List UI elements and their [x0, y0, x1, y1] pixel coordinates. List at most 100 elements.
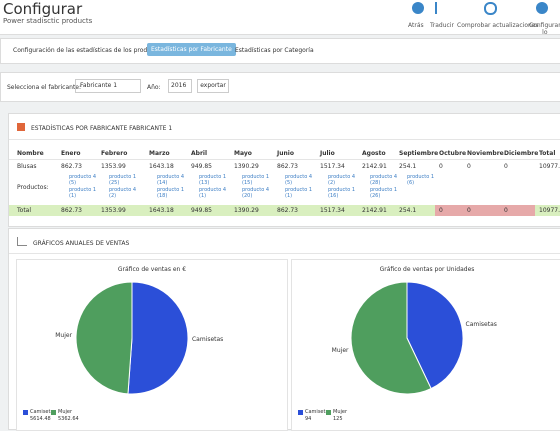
- cell-value: 0: [439, 163, 443, 170]
- tab-bar: Configuración de las estadísticas de los…: [0, 38, 560, 64]
- product-link[interactable]: producto 1 (16): [328, 187, 356, 199]
- update-icon[interactable]: [484, 2, 497, 15]
- column-header: Abril: [191, 150, 208, 157]
- translate-icon[interactable]: [435, 2, 449, 14]
- legend-value: 94: [305, 416, 312, 422]
- total-value: 0: [467, 207, 471, 214]
- pie-chart: [350, 281, 464, 395]
- cell-value: 2142.91: [362, 163, 387, 170]
- product-link[interactable]: producto 1 (26): [370, 187, 398, 199]
- total-value: 949.85: [191, 207, 212, 214]
- legend-swatch: [51, 410, 56, 415]
- zero-bg: [463, 205, 500, 216]
- product-link[interactable]: producto 4 (5): [285, 174, 313, 186]
- cell-value: 0: [467, 163, 471, 170]
- cell-value: 1517.34: [320, 163, 345, 170]
- total-label: Total: [17, 207, 32, 214]
- product-link[interactable]: producto 1 (25): [109, 174, 137, 186]
- slice-label: Mujer: [331, 347, 349, 355]
- product-link[interactable]: producto 1 (1): [69, 187, 97, 199]
- column-header: Mayo: [234, 150, 252, 157]
- total-value: 1390.29: [234, 207, 259, 214]
- back-icon[interactable]: [412, 2, 424, 14]
- product-link[interactable]: producto 4 (5): [69, 174, 97, 186]
- product-link[interactable]: producto 4 (2): [328, 174, 356, 186]
- product-link[interactable]: producto 4 (1): [199, 187, 227, 199]
- total-value: 254.1: [399, 207, 417, 214]
- legend-swatch: [326, 410, 331, 415]
- year-label: Año:: [147, 84, 161, 91]
- chart-title: Gráfico de ventas en €: [117, 266, 187, 273]
- page-subtitle: Power stadisctic products: [3, 17, 93, 25]
- charts-icon: [17, 237, 27, 246]
- cell-value: 862.73: [277, 163, 298, 170]
- pie-slice[interactable]: [75, 281, 133, 395]
- toolbar-button[interactable]: Atrás: [408, 22, 424, 29]
- tab[interactable]: Configuración de las estadísticas de los…: [13, 47, 164, 54]
- total-value: 1517.34: [320, 207, 345, 214]
- column-header: Total: [539, 150, 556, 157]
- legend-value: 5362.64: [58, 416, 79, 422]
- column-header: Noviembre: [467, 150, 504, 157]
- total-value: 862.73: [277, 207, 298, 214]
- toolbar-button[interactable]: Configurar lo: [529, 22, 560, 36]
- cell-value: 10977.12: [539, 163, 560, 170]
- zero-bg: [500, 205, 535, 216]
- row-name: Blusas: [17, 163, 37, 170]
- pie-slice[interactable]: [350, 281, 432, 395]
- product-link[interactable]: producto 1 (13): [199, 174, 227, 186]
- panel-title: GRÁFICOS ANUALES DE VENTAS: [33, 240, 130, 247]
- zero-bg: [435, 205, 463, 216]
- cell-value: 862.73: [61, 163, 82, 170]
- legend-value: 125: [333, 416, 343, 422]
- stats-panel: ESTADÍSTICAS POR FABRICANTE FABRICANTE 1…: [8, 113, 560, 227]
- products-label: Productos:: [17, 184, 49, 191]
- tab[interactable]: Estadísticas por Categoría: [235, 47, 314, 54]
- pie-slice[interactable]: [127, 281, 189, 395]
- pie-slice[interactable]: [406, 281, 464, 390]
- column-header: Agosto: [362, 150, 386, 157]
- slice-label: Camisetas: [465, 320, 497, 328]
- product-link[interactable]: producto 4 (20): [242, 187, 270, 199]
- stats-icon: [17, 123, 25, 131]
- legend-value: 5614.48: [30, 416, 51, 422]
- legend-label: Mujer: [58, 409, 73, 415]
- toolbar-button[interactable]: Comprobar actualizaciones: [457, 22, 539, 29]
- chart-card: Gráfico de ventas por Unidades Camisetas C…: [291, 259, 560, 431]
- column-header: Enero: [61, 150, 81, 157]
- total-value: 1353.99: [101, 207, 126, 214]
- product-link[interactable]: producto 1 (6): [407, 174, 435, 186]
- cell-value: 254.1: [399, 163, 417, 170]
- cell-value: 1643.18: [149, 163, 174, 170]
- chart-title: Gráfico de ventas por Unidades: [379, 266, 475, 273]
- total-value: 1643.18: [149, 207, 174, 214]
- product-link[interactable]: producto 4 (28): [370, 174, 398, 186]
- panel-title: ESTADÍSTICAS POR FABRICANTE FABRICANTE 1: [31, 125, 173, 132]
- product-link[interactable]: producto 4 (14): [157, 174, 185, 186]
- legend-label: Mujer: [333, 409, 348, 415]
- column-header: Nombre: [17, 150, 44, 157]
- toolbar-button[interactable]: Traducir: [430, 22, 454, 29]
- column-header: Marzo: [149, 150, 170, 157]
- config-icon[interactable]: [536, 2, 548, 14]
- year-select[interactable]: 2016: [168, 79, 192, 93]
- product-link[interactable]: producto 1 (1): [285, 187, 313, 199]
- total-value: 0: [504, 207, 508, 214]
- product-link[interactable]: producto 1 (18): [157, 187, 185, 199]
- filter-label: Selecciona el fabricante:: [7, 84, 82, 91]
- cell-value: 0: [504, 163, 508, 170]
- row-bg: [9, 159, 560, 160]
- manufacturer-select[interactable]: Fabricante 1: [75, 79, 141, 93]
- cell-value: 1390.29: [234, 163, 259, 170]
- total-value: 10977.12: [539, 207, 560, 214]
- slice-label: Mujer: [55, 331, 73, 339]
- column-header: Diciembre: [504, 150, 539, 157]
- row-bg: [9, 205, 560, 216]
- chart-card: Gráfico de ventas en € Camisetas Camisetas…: [16, 259, 288, 431]
- product-link[interactable]: producto 1 (15): [242, 174, 270, 186]
- export-button[interactable]: exportar: [197, 79, 229, 93]
- legend-label: Camisetas: [305, 409, 332, 415]
- product-link[interactable]: producto 4 (2): [109, 187, 137, 199]
- tab-active[interactable]: Estadísticas por Fabricante: [147, 43, 236, 56]
